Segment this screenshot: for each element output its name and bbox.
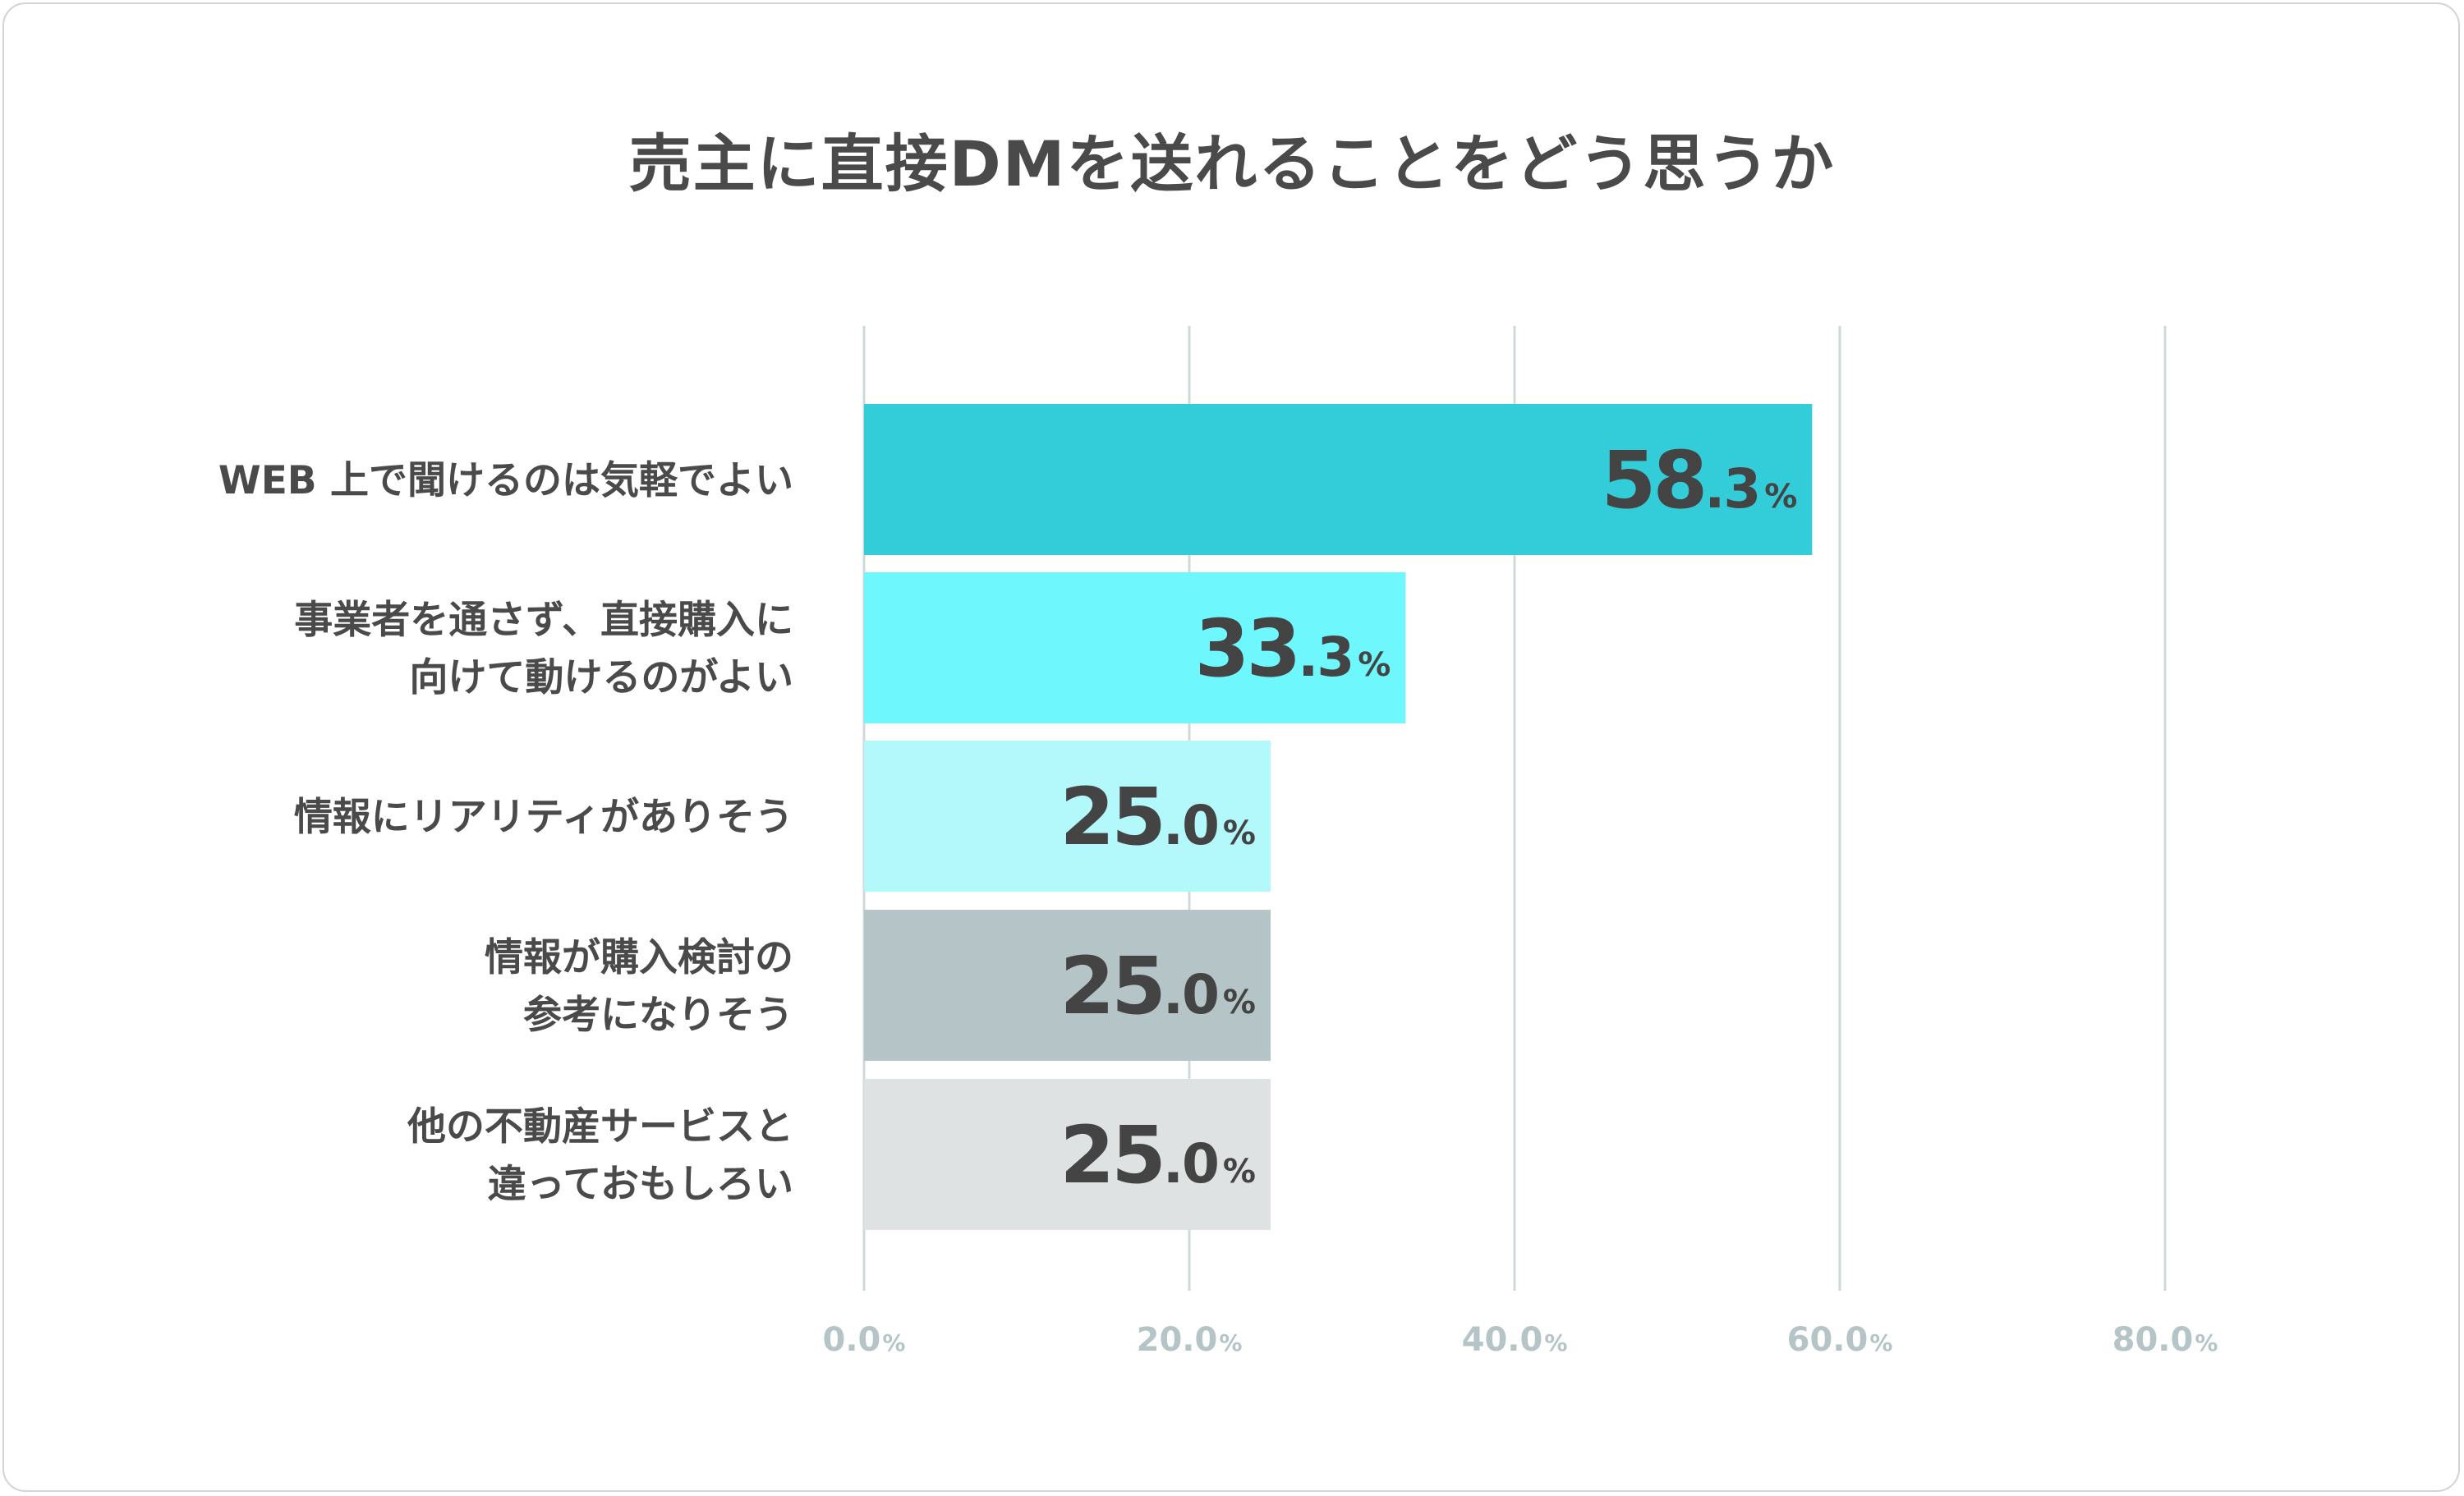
bar-value-int: 25 <box>1060 771 1163 863</box>
x-tick-unit: % <box>1544 1329 1567 1356</box>
bar-value-dec: .0 <box>1163 963 1218 1026</box>
bar-value-unit: % <box>1223 1153 1256 1191</box>
bar-value-unit: % <box>1358 646 1391 684</box>
bar-value-unit: % <box>1764 478 1797 516</box>
bar-value-int: 25 <box>1060 940 1163 1032</box>
bar-group: 58.3 % WEB 上で聞けるのは気軽でよい <box>218 404 1813 555</box>
category-label: 他の不動産サービスと <box>407 1104 793 1150</box>
x-tick-label: 20.0% <box>1137 1321 1243 1359</box>
x-tick-label: 40.0% <box>1462 1321 1568 1359</box>
bar-value-label: 25.0% <box>1060 771 1256 863</box>
x-tick-unit: % <box>1869 1329 1892 1356</box>
category-label: 参考になりそう <box>523 993 793 1038</box>
bar <box>864 572 1406 723</box>
x-tick-unit: % <box>882 1329 905 1356</box>
bar-value-unit: % <box>1223 815 1256 852</box>
x-tick-value: 40.0 <box>1462 1321 1543 1359</box>
x-tick-value: 60.0 <box>1787 1321 1869 1359</box>
bar-value-unit: % <box>1223 984 1256 1021</box>
bar-value-label: 25.0% <box>1060 940 1256 1032</box>
x-tick-label: 60.0% <box>1787 1321 1893 1359</box>
bar-value-dec: .3 <box>1298 626 1353 689</box>
category-label: 違っておもしろい <box>488 1162 793 1207</box>
bar-value-int: 25 <box>1060 1109 1163 1201</box>
bar-value-label: 33.3% <box>1195 603 1391 695</box>
x-tick-unit: % <box>2195 1329 2218 1356</box>
x-tick-unit: % <box>1219 1329 1242 1356</box>
x-tick-value: 20.0 <box>1137 1321 1218 1359</box>
category-label: 情報が購入検討の <box>485 935 793 980</box>
x-tick-value: 0.0 <box>823 1321 881 1359</box>
bar-value-int: 33 <box>1195 603 1299 695</box>
category-label: 情報にリアリティがありそう <box>294 795 793 840</box>
bar-value-label: 25.0% <box>1060 1109 1256 1201</box>
x-axis-ticks: 0.0% 20.0% 40.0% 60.0% 80.0% <box>823 1321 2218 1359</box>
category-label: 事業者を通さず、直接購入に <box>294 598 793 643</box>
bar <box>864 741 1271 892</box>
category-label: 向けて動けるのがよい <box>409 655 793 700</box>
bar <box>864 1079 1271 1230</box>
bar-value-dec: .0 <box>1163 1132 1218 1195</box>
chart-title: 売主に直接DMを送れることをどう思うか <box>628 127 1836 200</box>
bar-group: 25.0 % 情報にリアリティがありそう <box>294 741 1271 892</box>
bar-value-label: 58.3% <box>1602 434 1798 526</box>
bar <box>864 404 1813 555</box>
bar-value-dec: .3 <box>1704 457 1759 521</box>
category-label: WEB 上で聞けるのは気軽でよい <box>218 458 793 503</box>
x-tick-label: 80.0% <box>2112 1321 2218 1359</box>
x-tick-value: 80.0 <box>2112 1321 2194 1359</box>
x-tick-label: 0.0% <box>823 1321 906 1359</box>
bar-value-dec: .0 <box>1163 794 1218 857</box>
bar-value-int: 58 <box>1602 434 1705 526</box>
bar <box>864 910 1271 1061</box>
